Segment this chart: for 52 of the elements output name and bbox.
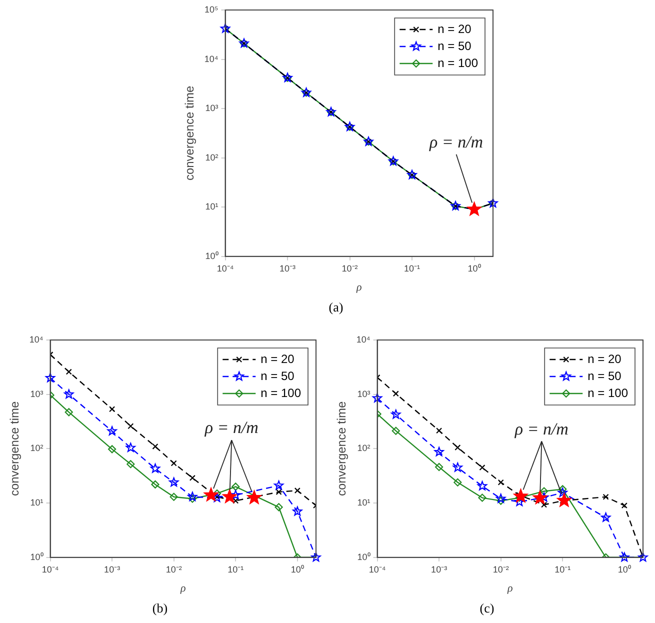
x-tick-label: 10⁻⁴ [216, 263, 234, 274]
y-tick-label: 10¹ [205, 202, 218, 212]
x-tick-label: 10⁻¹ [228, 564, 244, 574]
x-tick-label: 10⁰ [290, 564, 304, 574]
x-tick-label: 10⁻⁴ [42, 564, 59, 574]
x-axis-title: ρ [180, 582, 186, 595]
text: (a) [328, 300, 344, 315]
legend-label: n = 100 [438, 56, 478, 70]
x-tick-label: 10⁻³ [431, 564, 448, 574]
y-tick-label: 10⁴ [204, 54, 218, 64]
legend-label: n = 100 [260, 386, 302, 400]
legend-label: n = 20 [588, 352, 622, 366]
legend-label: n = 50 [438, 38, 472, 53]
y-axis-title: convergence time [334, 401, 349, 496]
x-axis-title: ρ [356, 282, 362, 294]
legend-label: n = 100 [588, 386, 628, 400]
y-tick-label: 10⁰ [30, 552, 44, 562]
y-tick-label: 10⁴ [29, 334, 44, 344]
x-tick-label: 10⁰ [618, 564, 631, 574]
text: (c) [480, 600, 494, 616]
x-tick-label: 10⁻² [492, 564, 509, 574]
y-tick-label: 10² [205, 152, 218, 162]
x-tick-label: 10⁻³ [280, 263, 296, 274]
x-tick-label: 10⁻² [342, 263, 358, 274]
y-tick-label: 10⁴ [356, 334, 370, 344]
x-tick-label: 10⁰ [468, 263, 481, 274]
y-tick-label: 10⁵ [204, 4, 219, 14]
y-tick-label: 10⁰ [205, 250, 218, 261]
x-tick-label: 10⁻⁴ [368, 564, 386, 574]
x-tick-label: 10⁻¹ [404, 263, 420, 274]
y-axis-title: convergence time [8, 401, 22, 496]
x-tick-label: 10⁻¹ [554, 564, 571, 574]
x-axis-title: ρ [506, 582, 513, 595]
y-tick-label: 10¹ [357, 498, 370, 508]
y-axis-title: convergence time [182, 86, 197, 181]
y-tick-label: 10¹ [30, 498, 44, 508]
x-tick-label: 10⁻² [166, 564, 182, 574]
y-tick-label: 10³ [357, 388, 370, 399]
y-tick-label: 10³ [30, 388, 44, 399]
annotation: ρ = n/m [204, 418, 258, 438]
text: (b) [152, 600, 168, 616]
y-tick-label: 10² [30, 443, 44, 454]
legend-label: n = 50 [588, 368, 622, 383]
annotation: ρ = n/m [514, 419, 568, 438]
y-tick-label: 10⁰ [357, 552, 370, 562]
annotation: ρ = n/m [428, 132, 484, 152]
y-tick-label: 10² [357, 443, 370, 454]
x-tick-label: 10⁻³ [104, 564, 120, 574]
legend-label: n = 20 [438, 22, 472, 36]
legend-label: n = 50 [260, 368, 295, 383]
y-tick-label: 10³ [205, 103, 218, 114]
legend-label: n = 20 [260, 352, 295, 366]
